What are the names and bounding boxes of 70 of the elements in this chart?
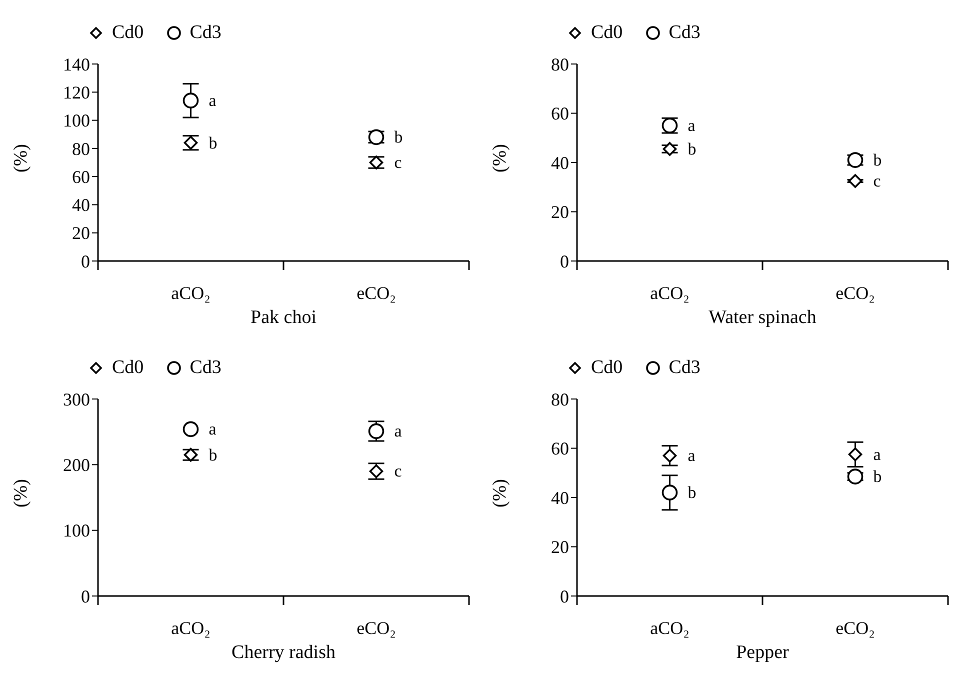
y-tick-label: 0 xyxy=(560,586,569,606)
annotation: b xyxy=(688,483,696,502)
y-tick-label: 200 xyxy=(63,455,90,476)
y-tick-label: 0 xyxy=(560,251,569,272)
y-axis-title: (%) xyxy=(490,479,511,508)
y-tick-label: 80 xyxy=(551,54,569,74)
y-tick-label: 40 xyxy=(551,488,569,508)
annotation: b xyxy=(208,445,218,464)
annotation: a xyxy=(208,420,217,439)
annotation: c xyxy=(394,153,402,172)
x-tick-label: eCO₂ xyxy=(836,283,875,303)
y-tick-label: 60 xyxy=(551,438,569,459)
x-tick-label: aCO₂ xyxy=(650,283,690,303)
legend-label: Cd0 xyxy=(112,22,144,44)
legend-label: Cd3 xyxy=(668,22,700,44)
y-tick-label: 20 xyxy=(72,223,90,244)
annotation: b xyxy=(394,128,403,147)
annotation: c xyxy=(394,462,402,481)
annotation: a xyxy=(688,446,696,466)
point xyxy=(182,92,199,108)
x-axis-title: Cherry radish xyxy=(232,642,336,663)
y-tick-label: 100 xyxy=(63,520,90,541)
annotation: a xyxy=(688,116,696,136)
x-axis-title: Pak choi xyxy=(250,307,316,328)
y-tick-label: 80 xyxy=(72,138,90,159)
y-tick-label: 40 xyxy=(551,152,569,173)
y-axis-title: (%) xyxy=(10,144,32,172)
y-tick-label: 100 xyxy=(63,110,90,131)
x-tick-label: eCO₂ xyxy=(836,618,875,638)
y-axis-title: (%) xyxy=(10,479,32,508)
y-tick-label: 80 xyxy=(551,389,569,410)
annotation: a xyxy=(873,444,882,464)
y-tick-label: 60 xyxy=(72,166,90,187)
annotation: b xyxy=(208,133,218,152)
point xyxy=(848,448,862,462)
annotation: c xyxy=(873,171,882,190)
point xyxy=(662,142,677,156)
legend-label: Cd3 xyxy=(190,357,222,379)
annotation: a xyxy=(394,422,402,441)
x-tick-label: eCO₂ xyxy=(356,618,396,638)
y-tick-label: 20 xyxy=(551,537,569,558)
x-tick-label: aCO₂ xyxy=(650,618,690,638)
y-tick-label: 300 xyxy=(63,389,90,410)
y-tick-label: 20 xyxy=(551,202,569,222)
point xyxy=(662,484,678,500)
y-tick-label: 120 xyxy=(63,82,90,103)
y-tick-label: 40 xyxy=(72,195,90,216)
point xyxy=(662,448,677,463)
x-tick-label: eCO₂ xyxy=(356,283,396,303)
x-axis-title: Water spinach xyxy=(708,307,817,328)
y-tick-label: 0 xyxy=(81,586,90,606)
legend-label: Cd3 xyxy=(190,22,222,44)
legend-label: Cd0 xyxy=(591,22,623,44)
legend-label: Cd0 xyxy=(591,357,623,379)
point xyxy=(182,421,199,438)
annotation: b xyxy=(873,467,882,486)
y-tick-label: 60 xyxy=(551,104,569,124)
x-tick-label: aCO₂ xyxy=(171,283,210,303)
annotation: b xyxy=(688,139,696,158)
legend-label: Cd0 xyxy=(112,357,144,379)
annotation: a xyxy=(208,91,217,110)
legend-label: Cd3 xyxy=(668,357,700,379)
point xyxy=(848,174,862,188)
point xyxy=(847,468,864,484)
y-axis-title: (%) xyxy=(490,144,511,172)
annotation: b xyxy=(873,150,882,170)
x-tick-label: aCO₂ xyxy=(171,618,210,638)
x-axis-title: Pepper xyxy=(736,642,790,663)
y-tick-label: 140 xyxy=(63,54,90,74)
y-tick-label: 0 xyxy=(81,251,90,272)
